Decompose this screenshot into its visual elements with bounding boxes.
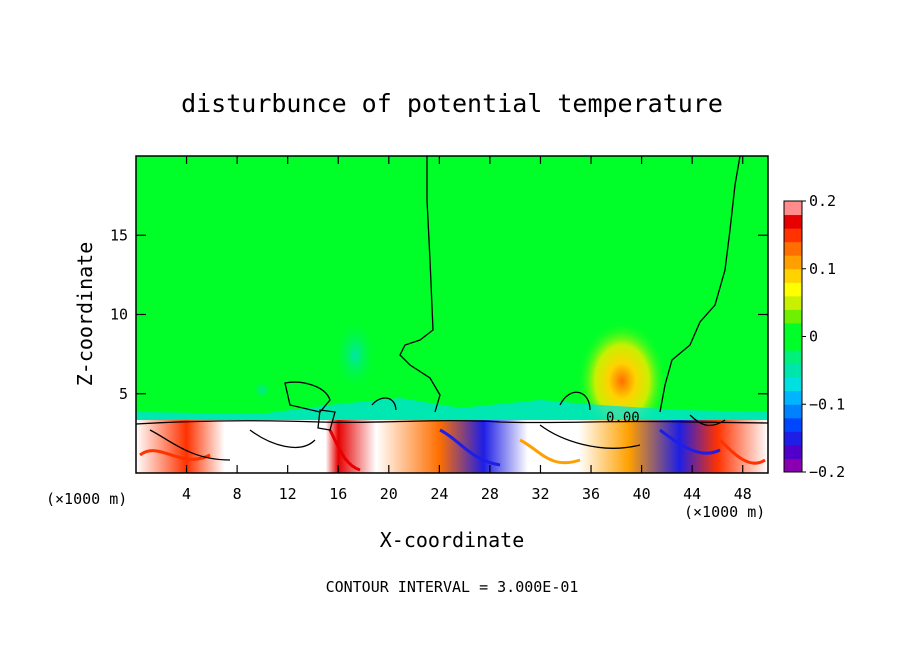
colorbar — [783, 200, 803, 473]
colorbar-swatch — [784, 363, 802, 378]
x-tick-label: 16 — [329, 485, 347, 503]
colorbar-swatch — [784, 295, 802, 310]
chart-title: disturbunce of potential temperature — [181, 89, 723, 118]
colorbar-swatch — [784, 228, 802, 243]
boundary-layer — [136, 420, 768, 473]
plot-area: 0.00 — [136, 156, 768, 473]
y-axis-title: Z-coordinate — [73, 242, 97, 387]
cool-anomaly-1 — [333, 317, 377, 393]
x-tick-label: 48 — [734, 485, 752, 503]
colorbar-ticks: 0.2 0.1 0 −0.1 −0.2 — [802, 192, 845, 481]
colorbar-swatch — [784, 336, 802, 351]
x-tick-label: 44 — [683, 485, 701, 503]
colorbar-swatch — [784, 431, 802, 446]
x-axis-title: X-coordinate — [380, 528, 525, 552]
x-tick-label: 36 — [582, 485, 600, 503]
colorbar-tick-label: 0 — [809, 328, 818, 346]
colorbar-swatch — [784, 255, 802, 270]
shallow-cool-band — [136, 398, 768, 425]
x-axis: 4 8 12 16 20 24 28 32 36 40 44 48 — [182, 156, 752, 503]
y-axis: 5 10 15 — [110, 226, 768, 403]
x-tick-label: 32 — [531, 485, 549, 503]
colorbar-tick-label: 0.2 — [809, 192, 836, 210]
colorbar-swatch — [784, 322, 802, 337]
colorbar-swatch — [784, 350, 802, 365]
x-tick-label: 20 — [380, 485, 398, 503]
colorbar-swatch — [784, 404, 802, 419]
colorbar-swatch — [784, 417, 802, 432]
colorbar-tick-label: −0.2 — [809, 463, 845, 481]
y-tick-label: 5 — [119, 385, 128, 403]
colorbar-swatch — [784, 241, 802, 256]
x-tick-label: 8 — [233, 485, 242, 503]
colorbar-swatch — [784, 214, 802, 229]
x-unit-right: (×1000 m) — [684, 503, 765, 521]
colorbar-swatch — [784, 458, 802, 473]
contour-interval-note: CONTOUR INTERVAL = 3.000E-01 — [326, 578, 579, 596]
colorbar-tick-label: 0.1 — [809, 260, 836, 278]
x-tick-label: 24 — [430, 485, 448, 503]
cool-anomaly-2 — [252, 380, 272, 400]
colorbar-swatch — [784, 268, 802, 283]
colorbar-swatch — [784, 377, 802, 392]
colorbar-swatch — [784, 201, 802, 216]
x-tick-label: 40 — [633, 485, 651, 503]
colorbar-swatch — [784, 282, 802, 297]
y-tick-label: 15 — [110, 226, 128, 244]
x-unit-left: (×1000 m) — [46, 490, 127, 508]
x-tick-label: 4 — [182, 485, 191, 503]
boundary-layer-detail — [139, 428, 766, 472]
y-tick-label: 10 — [110, 306, 128, 324]
contour-lines — [136, 156, 768, 461]
colorbar-swatch — [784, 390, 802, 405]
contour-value-label: 0.00 — [606, 410, 640, 426]
colorbar-tick-label: −0.1 — [809, 395, 845, 413]
colorbar-swatch — [784, 309, 802, 324]
colorbar-swatch — [784, 444, 802, 459]
x-tick-label: 12 — [279, 485, 297, 503]
x-tick-label: 28 — [481, 485, 499, 503]
